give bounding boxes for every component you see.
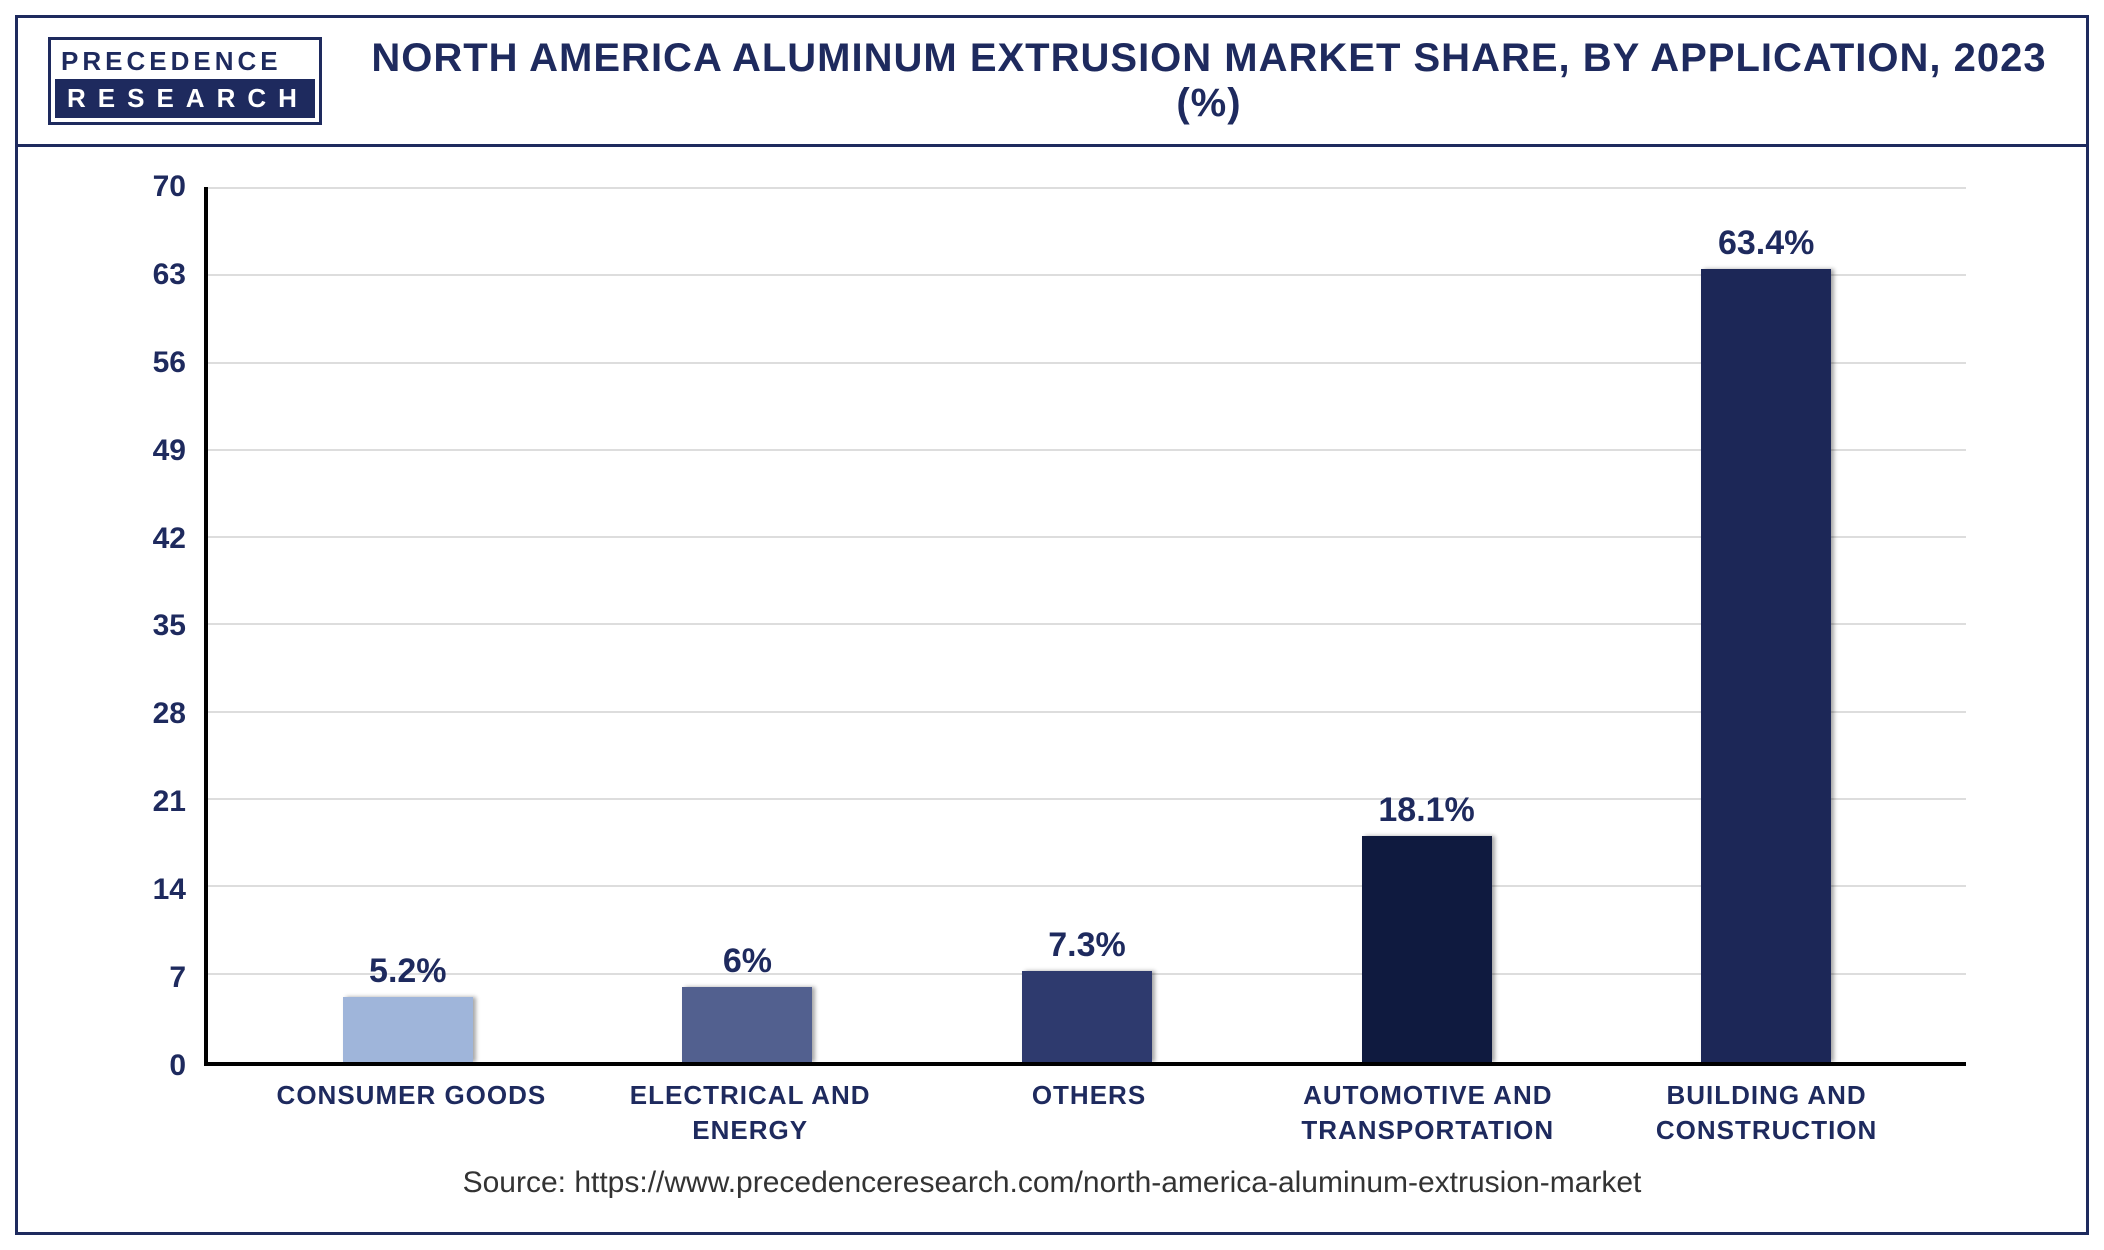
bar-rect [1022,971,1152,1062]
bar-value-label: 6% [723,942,772,981]
y-axis: 07142128354249566370 [138,187,208,1066]
chart-frame: PRECEDENCE RESEARCH NORTH AMERICA ALUMIN… [15,15,2089,1235]
logo-text-top: PRECEDENCE [55,44,315,79]
x-axis-label: OTHERS [920,1078,1259,1148]
bar-rect [682,987,812,1062]
bar-value-label: 5.2% [369,952,447,991]
logo-text-bottom: RESEARCH [55,79,315,118]
bar-rect [343,997,473,1062]
bar-slot: 7.3% [917,187,1257,1062]
bar-slot: 6% [578,187,918,1062]
bar-rect [1701,269,1831,1061]
plot-area: 5.2% 6% 7.3% 18.1% 63.4% [208,187,1966,1066]
bar-slot: 5.2% [238,187,578,1062]
bar-value-label: 7.3% [1048,926,1126,965]
chart-header: PRECEDENCE RESEARCH NORTH AMERICA ALUMIN… [18,18,2086,147]
x-axis: CONSUMER GOODSELECTRICAL ANDENERGYOTHERS… [212,1066,1966,1148]
source-citation: Source: https://www.precedenceresearch.c… [138,1148,1966,1212]
bars-container: 5.2% 6% 7.3% 18.1% 63.4% [208,187,1966,1062]
x-axis-label: CONSUMER GOODS [242,1078,581,1148]
brand-logo: PRECEDENCE RESEARCH [48,37,322,125]
chart-title: NORTH AMERICA ALUMINUM EXTRUSION MARKET … [362,36,2056,126]
chart-body: 07142128354249566370 5.2% 6% 7.3% 18.1% 63.4… [18,147,2086,1232]
plot-row: 07142128354249566370 5.2% 6% 7.3% 18.1% 63.4… [138,187,1966,1066]
x-axis-label: BUILDING ANDCONSTRUCTION [1597,1078,1936,1148]
bar-value-label: 63.4% [1718,224,1814,263]
x-axis-label: AUTOMOTIVE ANDTRANSPORTATION [1258,1078,1597,1148]
bar-rect [1362,836,1492,1062]
bar-value-label: 18.1% [1378,791,1474,830]
bar-slot: 18.1% [1257,187,1597,1062]
bar-slot: 63.4% [1596,187,1936,1062]
x-axis-label: ELECTRICAL ANDENERGY [581,1078,920,1148]
